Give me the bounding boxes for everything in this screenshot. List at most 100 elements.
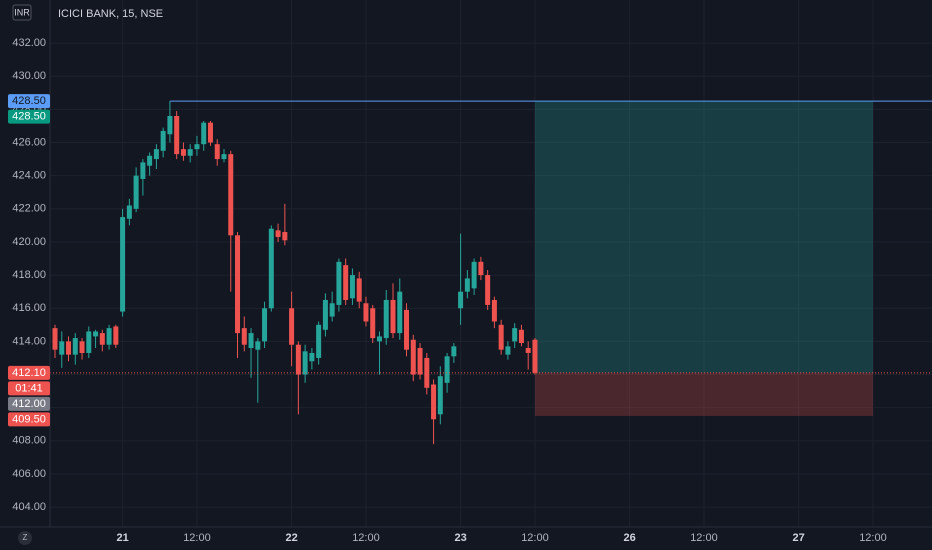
candle-body	[126, 205, 132, 219]
candle-body	[282, 232, 288, 241]
currency-badge[interactable]	[12, 4, 32, 21]
candle-body	[180, 149, 186, 156]
candle-body	[93, 331, 99, 337]
candle-body	[356, 278, 362, 302]
x-tick-label: 22	[285, 532, 297, 544]
candle-body	[275, 230, 281, 237]
candle-body	[532, 339, 538, 373]
candle-body	[363, 303, 369, 322]
loss-zone	[534, 372, 873, 416]
candle-body	[397, 291, 403, 334]
y-tick-label: 424.00	[12, 170, 46, 182]
price-badge-label: 428.50	[12, 95, 46, 107]
candle-body	[525, 348, 531, 353]
candle-body	[255, 341, 261, 350]
candle-body	[187, 149, 193, 156]
y-tick-label: 426.00	[12, 136, 46, 148]
candle-body	[235, 235, 241, 334]
candle-body	[471, 261, 477, 289]
candle-body	[207, 122, 213, 143]
candle-body	[289, 308, 295, 345]
candle-body	[518, 329, 524, 344]
candle-body	[329, 303, 335, 317]
candle-body	[52, 328, 58, 350]
zoom-button[interactable]	[18, 531, 32, 545]
candle-body	[505, 346, 511, 355]
candle-body	[316, 324, 322, 358]
candle-body	[424, 357, 430, 388]
chart-title: ICICI BANK, 15, NSE	[58, 8, 163, 20]
price-badge-label: 412.00	[12, 398, 46, 410]
y-tick-label: 408.00	[12, 435, 46, 447]
zoom-icon: Z	[23, 533, 28, 542]
candle-body	[349, 275, 355, 299]
candle-body	[160, 130, 166, 151]
candle-body	[491, 299, 497, 322]
candle-body	[147, 155, 153, 166]
profit-zone	[534, 101, 873, 373]
price-badge	[8, 109, 50, 124]
candle-body	[458, 291, 464, 309]
y-tick-label: 430.00	[12, 70, 46, 82]
candle-body	[485, 275, 491, 305]
candle-body	[376, 336, 382, 342]
candle-body	[59, 341, 65, 355]
candle-body	[437, 376, 443, 415]
candle-body	[268, 228, 274, 309]
candle-body	[99, 333, 105, 345]
x-tick-label: 12:00	[352, 532, 380, 544]
candle-body	[410, 339, 416, 375]
candle-body	[153, 149, 159, 160]
candle-body	[241, 328, 247, 345]
candle-body	[295, 344, 301, 375]
y-tick-label: 416.00	[12, 302, 46, 314]
x-tick-label: 12:00	[690, 532, 718, 544]
candle-body	[404, 309, 410, 350]
candle-body	[498, 324, 504, 350]
candle-body	[106, 328, 112, 345]
candle-body	[113, 326, 119, 345]
y-tick-label: 418.00	[12, 269, 46, 281]
candle-body	[383, 299, 389, 339]
candle-body	[194, 144, 200, 150]
candle-body	[309, 352, 315, 362]
candle-body	[512, 328, 518, 342]
candle-body	[322, 299, 328, 330]
candle-body	[66, 341, 72, 355]
price-badge-label: 409.50	[12, 413, 46, 425]
currency: INR	[14, 7, 30, 17]
x-tick-label: 27	[792, 532, 804, 544]
x-tick-label: 26	[623, 532, 635, 544]
candle-body	[336, 261, 342, 305]
price-badge	[8, 396, 50, 411]
y-tick-label: 432.00	[12, 37, 46, 49]
candle-body	[228, 154, 234, 236]
candle-body	[201, 122, 207, 145]
candle-body	[214, 144, 220, 160]
candle-body	[444, 356, 450, 383]
candle-body	[464, 278, 470, 292]
candle-body	[431, 384, 437, 420]
candle-body	[248, 333, 254, 349]
candle-body	[451, 346, 457, 357]
y-tick-label: 422.00	[12, 203, 46, 215]
candle-body	[262, 308, 268, 342]
x-tick-label: 21	[116, 532, 128, 544]
x-tick-label: 12:00	[859, 532, 887, 544]
price-badge	[8, 412, 50, 427]
y-tick-label: 420.00	[12, 236, 46, 248]
price-badge-label: 01:41	[15, 382, 43, 394]
price-badge	[8, 381, 50, 396]
y-tick-label: 404.00	[12, 501, 46, 513]
candle-body	[79, 341, 85, 353]
candle-body	[72, 338, 78, 355]
price-badge	[8, 365, 50, 380]
candle-body	[390, 299, 396, 334]
candle-body	[343, 265, 349, 300]
candle-body	[370, 308, 376, 339]
candle-body	[478, 261, 484, 276]
candle-body	[174, 116, 180, 155]
candle-body	[133, 175, 139, 209]
candle-body	[417, 348, 423, 375]
